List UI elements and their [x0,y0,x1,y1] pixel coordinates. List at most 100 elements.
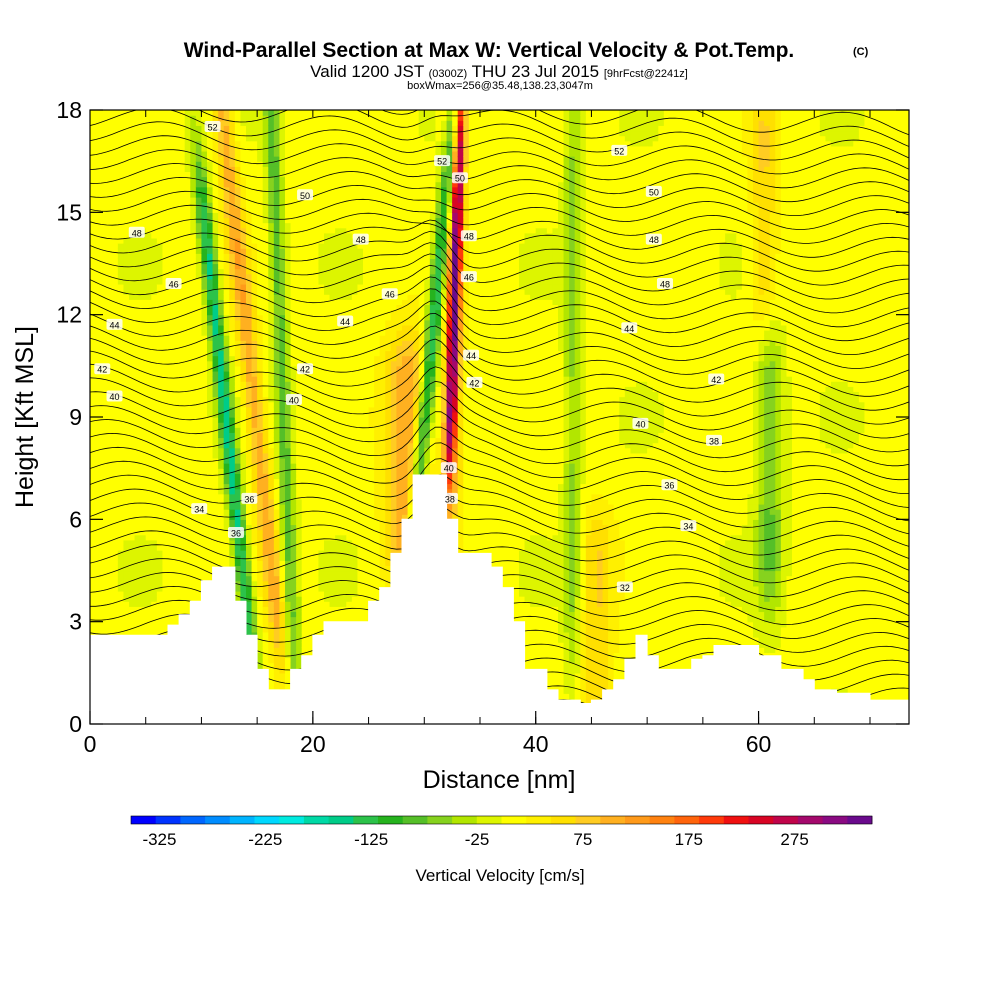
velocity-cell [190,488,197,495]
velocity-cell [184,539,191,546]
velocity-cell [229,186,236,193]
velocity-cell [240,391,247,398]
velocity-cell [312,432,320,439]
velocity-cell [151,186,158,193]
velocity-cell [318,509,325,515]
velocity-cell [318,539,325,546]
velocity-cell [195,227,203,234]
velocity-cell [312,222,320,229]
velocity-cell [90,191,97,198]
velocity-cell [117,115,125,121]
velocity-cell [95,345,102,352]
velocity-cell [90,324,97,331]
velocity-cell [318,396,325,403]
velocity-cell [201,360,208,367]
velocity-cell [95,534,102,541]
velocity-cell [168,585,175,592]
velocity-cell [218,115,225,121]
velocity-cell [262,156,269,162]
velocity-cell [262,544,269,551]
velocity-cell [229,309,236,316]
velocity-cell [184,503,191,510]
velocity-cell [134,283,141,290]
velocity-cell [218,396,225,403]
velocity-cell [90,283,97,290]
velocity-cell [101,217,108,224]
velocity-cell [179,493,186,500]
velocity-cell [112,411,119,418]
velocity-cell [212,278,219,285]
velocity-cell [251,483,258,490]
velocity-cell [112,626,119,633]
velocity-cell [296,534,303,541]
velocity-cell [134,606,141,613]
velocity-cell [168,483,175,490]
velocity-cell [296,330,303,336]
velocity-cell [223,432,230,439]
velocity-cell [212,248,219,254]
velocity-cell [307,596,314,602]
velocity-cell [184,529,191,536]
velocity-cell [296,417,303,423]
velocity-cell [268,227,275,234]
velocity-cell [307,544,314,551]
velocity-cell [112,365,119,372]
velocity-cell [212,401,219,408]
velocity-cell [296,237,303,244]
velocity-cell [301,140,308,147]
velocity-cell [129,115,136,121]
velocity-cell [251,550,258,556]
velocity-cell [123,539,130,546]
velocity-cell [173,110,180,116]
velocity-cell [151,457,158,464]
velocity-cell [162,110,169,116]
velocity-cell [240,555,247,561]
velocity-cell [207,248,214,254]
velocity-cell [207,519,214,526]
velocity-cell [134,212,141,219]
velocity-cell [106,596,113,602]
velocity-cell [145,125,152,132]
velocity-cell [123,171,130,178]
velocity-cell [95,442,102,449]
velocity-cell [240,565,247,572]
velocity-cell [212,417,219,423]
velocity-cell [285,555,292,561]
velocity-cell [95,621,102,628]
velocity-cell [301,335,308,341]
velocity-cell [218,309,225,316]
velocity-cell [212,498,219,505]
velocity-cell [218,212,225,219]
velocity-cell [151,289,158,295]
velocity-cell [134,493,141,500]
velocity-cell [195,319,203,326]
velocity-cell [229,437,236,444]
velocity-cell [101,355,108,362]
velocity-cell [307,110,314,116]
velocity-cell [117,217,125,224]
velocity-cell [195,411,203,418]
velocity-cell [273,335,281,341]
velocity-cell [184,207,191,213]
velocity-cell [207,381,214,387]
velocity-cell [112,457,119,464]
velocity-cell [207,411,214,418]
velocity-cell [273,555,281,561]
velocity-cell [218,350,225,357]
velocity-cell [145,544,152,551]
velocity-cell [268,283,275,290]
velocity-cell [106,473,113,479]
velocity-cell [262,161,269,167]
velocity-cell [117,381,125,387]
velocity-cell [207,324,214,331]
velocity-cell [296,232,303,239]
velocity-cell [285,227,292,234]
velocity-cell [173,340,180,346]
velocity-cell [268,642,275,648]
velocity-cell [129,289,136,295]
velocity-cell [268,565,275,572]
velocity-cell [145,621,152,628]
velocity-cell [257,555,264,561]
velocity-cell [106,125,113,132]
velocity-cell [262,509,269,515]
